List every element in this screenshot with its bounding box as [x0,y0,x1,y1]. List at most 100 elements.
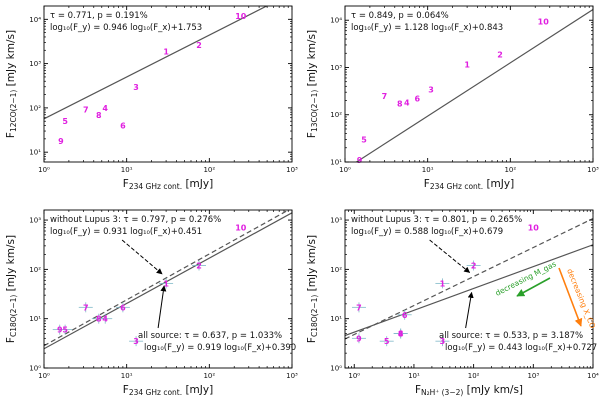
x-tick-label: 10⁰ [38,372,50,380]
data-point-9: 9 [57,326,63,335]
x-tick-label: 10⁰ [339,166,351,174]
y-axis-label-unit: [mJy km/s] [5,235,17,295]
y-tick-label: 10² [330,266,342,274]
x-axis-label-sub: 234 GHz cont. [430,182,483,191]
data-point-3: 3 [428,86,434,95]
data-point-2: 2 [497,50,503,59]
y-tick-label: 10⁴ [29,16,41,24]
y-axis-label: F13CO(2−1) [mJy km/s] [306,30,319,138]
y-tick-label: 10⁰ [29,365,41,373]
y-axis-label-base: F [306,132,318,138]
x-axis-label-unit: [mJy] [483,178,514,190]
x-tick-label: 10⁰ [348,372,360,380]
x-axis-label: FN₂H⁺ (3−2) [mJy km/s] [415,384,523,397]
data-point-6: 6 [120,303,126,312]
data-point-4: 4 [404,99,410,108]
annotation2-line-1: all source: τ = 0.533, p = 3.187% [439,331,583,341]
annotation-line-1: τ = 0.849, p = 0.064% [351,11,449,21]
fit-line-solid [44,6,268,120]
x-tick-label: 10¹ [121,372,133,380]
x-axis-label-unit: [mJy km/s] [463,384,523,396]
axes-frame [43,209,293,369]
annotation-line-2: log₁₀(F_y) = 0.588 log₁₀(F_x)+0.679 [351,227,503,237]
y-axis-label-base: F [5,337,17,343]
y-tick-label: 10³ [29,60,41,68]
y-axis-label-sub: 13CO(2−1) [310,90,319,132]
annotation-line-1: without Lupus 3: τ = 0.801, p = 0.265% [351,215,522,225]
data-point-6: 6 [402,311,408,320]
data-point-3: 3 [133,337,139,346]
y-tick-label: 10² [29,104,41,112]
x-axis-label-sub: N₂H⁺ (3−2) [421,388,463,397]
x-tick-label: 10¹ [408,372,420,380]
data-point-5: 5 [62,117,68,126]
fit-line-dashed [345,217,593,340]
y-axis-label-unit: [mJy km/s] [5,30,17,90]
y-axis-label-base: F [306,337,318,343]
x-axis-label-sub: 234 GHz cont. [129,388,182,397]
x-axis-label: F234 GHz cont. [mJy] [123,384,213,397]
arrow-to-solid-fit [465,291,474,329]
plot-area [44,210,292,350]
data-point-9: 9 [58,137,64,146]
y-tick-label: 10² [330,111,342,119]
x-tick-label: 10² [504,166,516,174]
data-point-6: 6 [415,95,421,104]
y-axis-label-base: F [5,132,17,138]
data-point-5: 5 [361,135,367,144]
y-tick-label: 10¹ [29,315,41,323]
data-point-1: 1 [163,47,169,56]
plot-area [355,8,593,162]
x-tick-label: 10¹ [121,166,133,174]
data-point-9: 9 [357,156,363,165]
fit-line-solid [44,212,292,350]
data-point-1: 1 [464,61,470,70]
arrow-to-solid-fit [157,285,167,329]
panel-p1: 10⁰ 10¹ 10² 10³ 10¹ 10² 10³ 10⁴ 1 2 3 4 5 6 78 9 10 τ = 0… [5,5,298,191]
x-tick-label: 10⁴ [587,372,599,380]
data-point-8: 8 [397,99,403,108]
x-tick-label: 10³ [286,166,298,174]
annotation-line-2: log₁₀(F_y) = 0.931 log₁₀(F_x)+0.451 [50,227,202,237]
x-tick-label: 10⁰ [38,166,50,174]
x-tick-label: 10² [203,166,215,174]
plot-area [345,217,593,347]
axes-frame [344,209,594,369]
data-point-1: 1 [163,279,169,288]
data-point-4: 4 [398,330,404,339]
y-axis-label-sub: C18O(2−1) [9,295,18,337]
y-axis-label: FC18O(2−1) [mJy km/s] [306,235,319,343]
data-point-2: 2 [196,261,202,270]
axes-frame [43,5,293,163]
y-tick-label: 10³ [330,64,342,72]
x-axis-label: F234 GHz cont. [mJy] [123,178,213,191]
x-axis-label-base: F [424,178,430,190]
x-tick-label: 10¹ [422,166,434,174]
data-point-1: 1 [440,279,446,288]
y-tick-label: 10³ [330,217,342,225]
y-tick-label: 10¹ [330,315,342,323]
axes-frame [344,5,594,163]
decreasing-mgas-arrow [516,277,551,297]
panel-p4: 10⁰ 10¹ 10² 10³ 10⁴ 10⁰ 10¹ 10² 10³ 1 2 3 45 6 7 8 9 10 wi… [306,209,599,397]
x-tick-label: 10³ [587,166,599,174]
x-axis-label-base: F [415,384,421,396]
data-point-10: 10 [528,224,540,233]
fit-line-solid [345,244,593,337]
decreasing-xco-arrow [558,267,583,327]
data-point-8: 8 [96,111,102,120]
annotation2-line-2: log₁₀(F_y) = 0.919 log₁₀(F_x)+0.390 [144,343,296,353]
y-tick-label: 10¹ [29,149,41,157]
data-point-10: 10 [235,12,247,21]
x-tick-label: 10³ [527,372,539,380]
data-point-8: 8 [96,315,102,324]
fit-line-solid [355,8,593,162]
annotation-line-1: τ = 0.771, p = 0.191% [50,11,148,21]
y-tick-label: 10² [29,266,41,274]
data-point-7: 7 [83,105,89,114]
data-point-7: 7 [382,92,388,101]
data-point-4: 4 [102,104,108,113]
y-axis-label-sub: C18O(2−1) [310,295,319,337]
